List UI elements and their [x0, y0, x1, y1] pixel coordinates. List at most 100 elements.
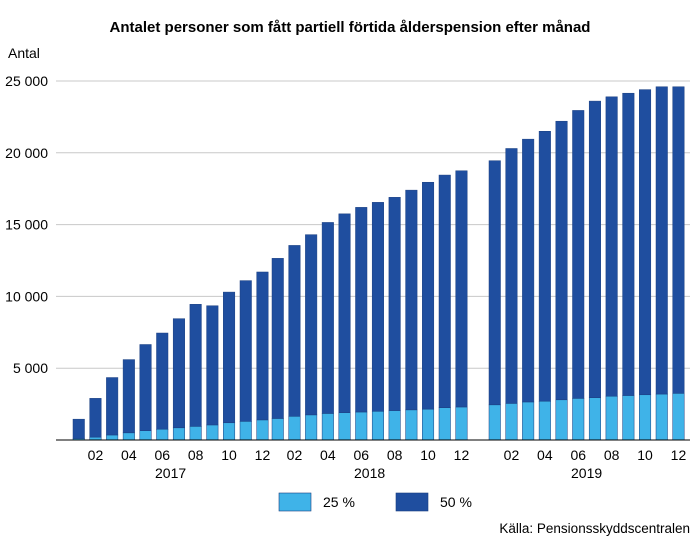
x-tick-label: 10 [221, 447, 237, 463]
legend-swatch [395, 492, 429, 512]
bar-segment [622, 395, 635, 441]
bar-segment [338, 213, 351, 413]
x-tick-label: 08 [387, 447, 403, 463]
bar-segment [189, 304, 202, 427]
x-tick-label: 06 [570, 447, 586, 463]
legend: 25 % 50 % [278, 492, 472, 512]
bar-segment [438, 174, 451, 408]
bar-segment [271, 418, 284, 441]
legend-label: 50 % [440, 494, 472, 510]
x-group-label: 2019 [571, 465, 602, 481]
x-group-label: 2017 [155, 465, 186, 481]
bar-segment [605, 96, 618, 397]
bar-segment [538, 131, 551, 402]
bar-segment [639, 89, 652, 396]
bar-segment [288, 245, 301, 417]
bar-segment [505, 403, 518, 441]
bar-segment [588, 397, 601, 441]
y-tick-label: 25 000 [5, 73, 48, 89]
y-tick-label: 10 000 [5, 288, 48, 304]
bar-segment [488, 160, 501, 406]
x-axis: 02 04 06 08 10 12 2017 02 04 06 08 10 12 2018 02 04 06 08… [56, 439, 690, 481]
bar-segment [672, 393, 685, 441]
bar-segment [672, 86, 685, 394]
bar-segment [239, 280, 252, 422]
bar-segment [206, 424, 219, 441]
x-tick-label: 02 [287, 447, 303, 463]
bar-segment [338, 412, 351, 441]
bar-segment [189, 426, 202, 441]
bar-segment [655, 393, 668, 441]
bar-segment [106, 377, 119, 436]
chart-title: Antalet personer som fått partiell förti… [110, 19, 591, 36]
bar-segment [505, 148, 518, 404]
y-tick-label: 20 000 [5, 145, 48, 161]
bar-segment [321, 413, 334, 441]
bar-segment [321, 222, 334, 414]
x-tick-label: 10 [420, 447, 436, 463]
bar-segment [622, 92, 635, 396]
bar-segment [555, 120, 568, 401]
bar-segment [388, 410, 401, 441]
x-tick-label: 04 [537, 447, 553, 463]
bar-segment [305, 234, 318, 416]
bar-segment [371, 411, 384, 441]
x-tick-label: 08 [188, 447, 204, 463]
bar-segment [422, 408, 435, 441]
x-tick-label: 12 [454, 447, 470, 463]
bar-segment [455, 170, 468, 408]
bar-segment [422, 181, 435, 410]
bar-segment [139, 430, 152, 441]
bar-segment [122, 359, 135, 434]
bar-segment [405, 409, 418, 441]
x-tick-label: 04 [121, 447, 137, 463]
x-tick-label: 10 [637, 447, 653, 463]
bar-segment [371, 202, 384, 412]
bar-segment [206, 305, 219, 426]
bar-segment [139, 344, 152, 431]
bar-segment [655, 86, 668, 395]
bar-segment [89, 398, 102, 438]
x-tick-label: 08 [604, 447, 620, 463]
bar-segment [223, 291, 236, 424]
bar-segment [223, 422, 236, 441]
bar-segment [522, 138, 535, 403]
source-note: Källa: Pensionsskyddscentralen [499, 521, 690, 536]
x-tick-label: 02 [504, 447, 520, 463]
bar-segment [588, 100, 601, 398]
bar-segment [156, 332, 169, 430]
x-tick-label: 06 [154, 447, 170, 463]
bar-segment [522, 401, 535, 441]
bar-segment [572, 110, 585, 399]
x-tick-label: 12 [255, 447, 271, 463]
y-tick-labels: 5 000 10 000 15 000 20 000 25 000 [5, 73, 48, 376]
bar-segment [271, 258, 284, 419]
x-tick-label: 12 [671, 447, 687, 463]
bar-segment [355, 207, 368, 413]
bar-segment [405, 189, 418, 411]
y-tick-label: 15 000 [5, 217, 48, 233]
bar-segment [288, 416, 301, 441]
bar-segment [639, 394, 652, 441]
x-group-label: 2018 [354, 465, 385, 481]
bar-segment [388, 197, 401, 411]
bar-segment [355, 411, 368, 441]
bar-segment [555, 399, 568, 441]
y-axis-label: Antal [8, 45, 40, 61]
bars [72, 86, 685, 441]
bar-segment [605, 395, 618, 441]
bar-segment [438, 407, 451, 441]
bar-segment [538, 400, 551, 441]
bar-segment [156, 428, 169, 441]
legend-label: 25 % [323, 494, 355, 510]
y-tick-label: 5 000 [13, 360, 48, 376]
bar-segment [305, 414, 318, 441]
bar-segment [122, 432, 135, 441]
x-tick-label: 02 [88, 447, 104, 463]
bar-segment [172, 318, 185, 429]
x-tick-label: 04 [320, 447, 336, 463]
bar-segment [239, 421, 252, 441]
bar-segment [572, 398, 585, 441]
bar-segment [72, 418, 85, 439]
